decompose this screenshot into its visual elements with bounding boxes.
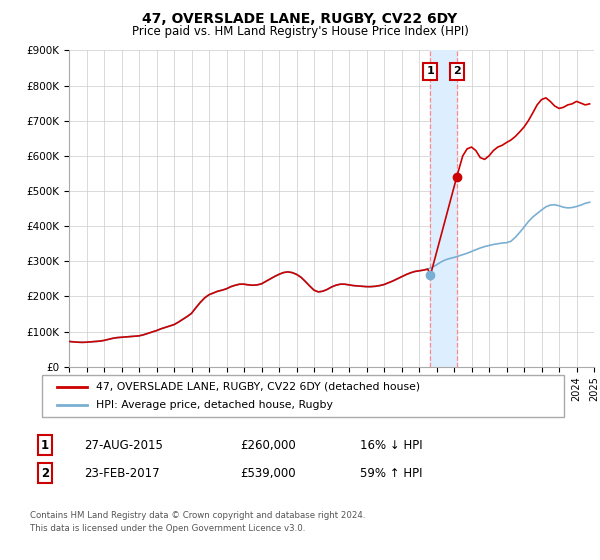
Text: This data is licensed under the Open Government Licence v3.0.: This data is licensed under the Open Gov…	[30, 524, 305, 533]
Text: 2: 2	[41, 466, 49, 480]
Text: 1: 1	[427, 67, 434, 77]
Text: HPI: Average price, detached house, Rugby: HPI: Average price, detached house, Rugb…	[96, 400, 333, 410]
Text: 47, OVERSLADE LANE, RUGBY, CV22 6DY (detached house): 47, OVERSLADE LANE, RUGBY, CV22 6DY (det…	[96, 382, 420, 392]
Bar	[430, 50, 457, 367]
Text: 16% ↓ HPI: 16% ↓ HPI	[360, 438, 422, 452]
Text: 59% ↑ HPI: 59% ↑ HPI	[360, 466, 422, 480]
Text: Contains HM Land Registry data © Crown copyright and database right 2024.: Contains HM Land Registry data © Crown c…	[30, 511, 365, 520]
Text: Price paid vs. HM Land Registry's House Price Index (HPI): Price paid vs. HM Land Registry's House …	[131, 25, 469, 38]
Text: 1: 1	[41, 438, 49, 452]
Text: 23-FEB-2017: 23-FEB-2017	[84, 466, 160, 480]
Text: £539,000: £539,000	[240, 466, 296, 480]
Text: 47, OVERSLADE LANE, RUGBY, CV22 6DY: 47, OVERSLADE LANE, RUGBY, CV22 6DY	[142, 12, 458, 26]
Text: 27-AUG-2015: 27-AUG-2015	[84, 438, 163, 452]
Text: 2: 2	[453, 67, 461, 77]
Text: £260,000: £260,000	[240, 438, 296, 452]
